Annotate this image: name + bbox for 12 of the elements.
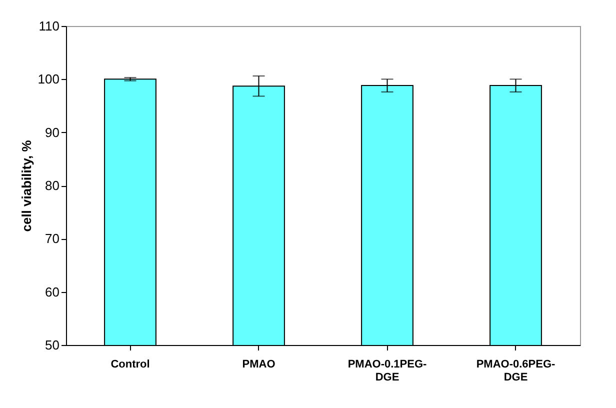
- x-tick-label: PMAO-0.6PEG-DGE: [476, 358, 556, 384]
- y-tick-label: 80: [45, 178, 60, 193]
- y-axis-title: cell viability, %: [18, 140, 34, 232]
- y-tick-label: 60: [45, 284, 60, 300]
- y-tick-label: 70: [45, 231, 60, 246]
- y-tick-label: 100: [38, 72, 60, 87]
- y-tick-label: 90: [45, 124, 60, 140]
- x-tick-label: PMAO-0.1PEG-DGE: [348, 358, 428, 384]
- x-tick-label: Control: [110, 358, 150, 370]
- x-tick-label: PMAO: [242, 358, 276, 370]
- y-tick-label: 110: [38, 18, 60, 34]
- y-tick-label: 50: [45, 338, 60, 352]
